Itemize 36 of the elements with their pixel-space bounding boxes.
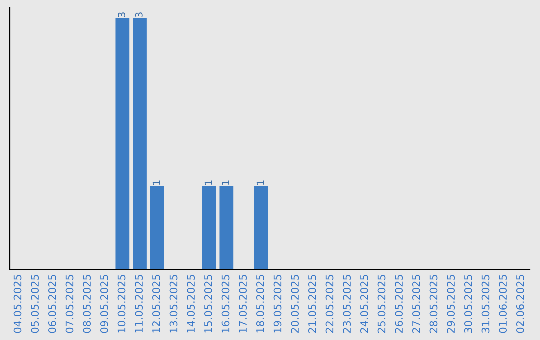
data-label: 1 xyxy=(256,180,264,185)
x-tick-label: 20.05.2025 xyxy=(291,275,300,334)
x-tick-label: 30.05.2025 xyxy=(464,275,472,334)
x-tick-label: 17.05.2025 xyxy=(239,275,248,333)
x-tick-label: 10.05.2025 xyxy=(118,275,126,333)
x-tick-label: 18.05.2025 xyxy=(256,275,264,333)
x-tick-label: 31.05.2025 xyxy=(482,275,490,334)
x-tick-label: 16.05.2025 xyxy=(222,275,230,333)
data-label: 3 xyxy=(135,12,143,18)
x-tick-label: 06.05.2025 xyxy=(48,275,56,334)
x-tick-label: 13.05.2025 xyxy=(170,275,178,333)
x-tick-label: 28.05.2025 xyxy=(430,275,438,334)
x-tick-label: 29.05.2025 xyxy=(447,275,456,334)
x-tick-label: 22.05.2025 xyxy=(326,275,334,334)
x-tick-label: 14.05.2025 xyxy=(187,275,196,333)
x-tick-label: 26.05.2025 xyxy=(395,275,404,334)
x-tick-label: 02.06.2025 xyxy=(516,275,524,334)
data-label: 1 xyxy=(204,180,212,185)
x-tick-label: 24.05.2025 xyxy=(360,275,368,334)
x-tick-label: 11.05.2025 xyxy=(135,275,144,333)
x-tick-label: 09.05.2025 xyxy=(100,275,108,334)
x-tick-label: 27.05.2025 xyxy=(412,275,420,334)
x-tick-label: 19.05.2025 xyxy=(274,275,282,333)
x-tick-label: 07.05.2025 xyxy=(66,275,74,334)
x-tick-label: 25.05.2025 xyxy=(378,275,386,334)
x-tick-label: 12.05.2025 xyxy=(152,275,160,333)
data-label: 1 xyxy=(222,180,230,185)
data-label: 3 xyxy=(118,12,126,18)
x-tick-label: 21.05.2025 xyxy=(308,275,316,334)
data-label: 1 xyxy=(152,180,160,185)
x-tick-label: 05.05.2025 xyxy=(31,275,40,334)
x-tick-label: 04.05.2025 xyxy=(14,275,22,334)
x-tick-label: 08.05.2025 xyxy=(83,275,92,334)
x-tick-label: 15.05.2025 xyxy=(204,275,212,333)
x-tick-label: 01.06.2025 xyxy=(499,275,508,334)
x-tick-label: 23.05.2025 xyxy=(343,275,352,334)
